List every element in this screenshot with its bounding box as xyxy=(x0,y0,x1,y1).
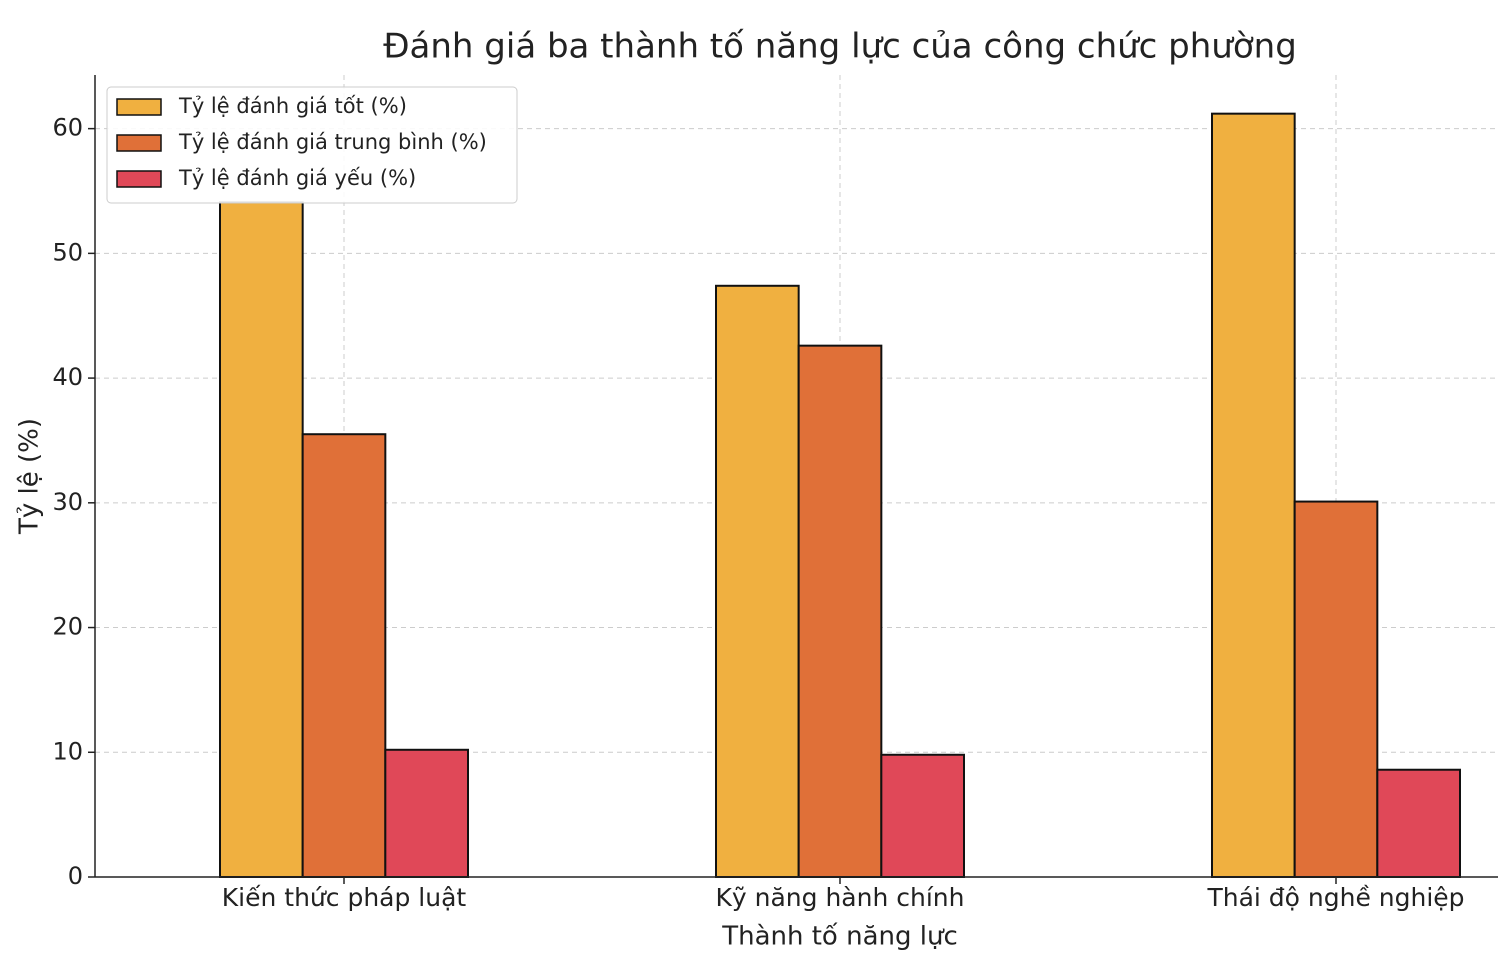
x-tick-label: Thái độ nghề nghiệp xyxy=(1206,883,1464,912)
legend-swatch xyxy=(116,170,162,188)
y-tick-label: 30 xyxy=(52,488,83,516)
y-tick-label: 10 xyxy=(52,737,83,765)
legend-label: Tỷ lệ đánh giá tốt (%) xyxy=(178,94,407,118)
x-axis-label: Thành tố năng lực xyxy=(721,922,958,952)
x-tick-label: Kỹ năng hành chính xyxy=(716,883,965,912)
y-tick-label: 20 xyxy=(52,613,83,641)
legend-label: Tỷ lệ đánh giá trung bình (%) xyxy=(178,130,487,154)
x-tick-label: Kiến thức pháp luật xyxy=(222,883,467,912)
bar xyxy=(1211,112,1296,878)
bars xyxy=(219,112,1462,879)
chart-title: Đánh giá ba thành tố năng lực của công c… xyxy=(383,27,1297,67)
legend-box xyxy=(106,86,518,204)
legend: Tỷ lệ đánh giá tốt (%) Tỷ lệ đánh giá tru… xyxy=(106,86,518,204)
y-tick-label: 40 xyxy=(52,363,83,391)
y-tick-label: 50 xyxy=(52,238,83,266)
legend-label: Tỷ lệ đánh giá yếu (%) xyxy=(178,166,416,190)
bar xyxy=(880,753,965,879)
legend-swatch xyxy=(116,98,162,116)
legend-swatch xyxy=(116,134,162,152)
bar xyxy=(1293,500,1379,878)
axes: 0 10 20 30 40 50 60 Kiến thức pháp luật Kỹ năng … xyxy=(52,75,1498,912)
bar xyxy=(301,433,387,878)
bar xyxy=(219,201,304,878)
bar xyxy=(384,748,470,878)
y-axis-label: Tỷ lệ (%) xyxy=(15,418,45,535)
y-tick-label: 0 xyxy=(68,862,83,890)
bar xyxy=(797,344,883,878)
y-tick-label: 60 xyxy=(52,114,83,142)
bar xyxy=(1376,768,1462,879)
bar xyxy=(715,284,800,878)
